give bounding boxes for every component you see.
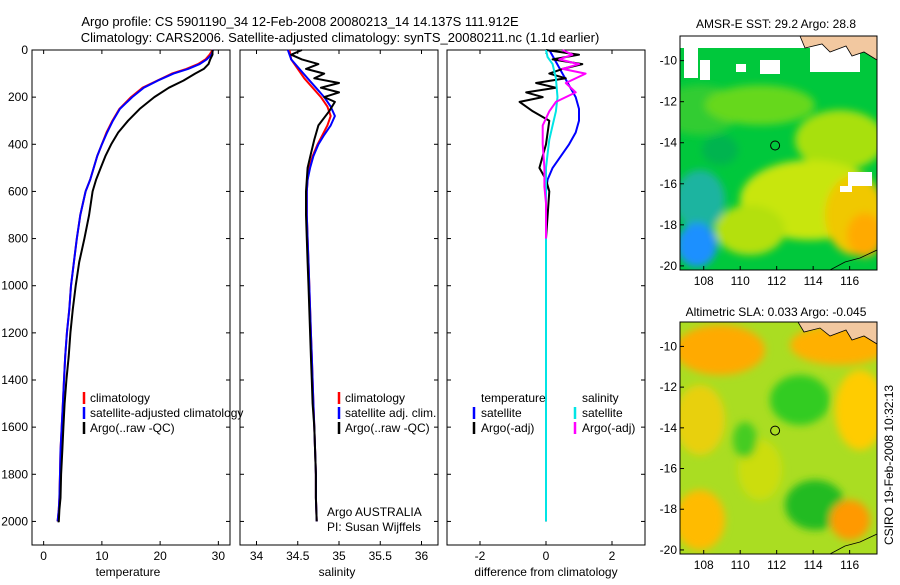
series-line-satellite-0 <box>545 49 580 522</box>
legend-label-argo: Argo(..raw -QC) <box>90 421 175 435</box>
difference-xlabel: difference from climatology <box>474 565 617 579</box>
lon-tick-label-116: 116 <box>840 558 859 572</box>
y-tick-label-200: 200 <box>8 90 28 104</box>
series-line-satellite-adj-clim-1 <box>286 49 336 522</box>
y-tick-label-400: 400 <box>8 137 28 151</box>
legend-label-temp-argo: Argo(-adj) <box>481 421 534 435</box>
x-tick-label-20: 20 <box>153 549 167 563</box>
y-tick-label-1800: 1800 <box>1 467 28 481</box>
legend-label-argo: Argo(..raw -QC) <box>345 421 430 435</box>
lat-tick-label-12: -12 <box>660 380 678 394</box>
lat-tick-label-14: -14 <box>660 136 678 150</box>
lon-tick-label-108: 108 <box>694 274 714 288</box>
series-line-satellite-adjusted-climatology-1 <box>56 49 215 522</box>
y-tick-label-1600: 1600 <box>1 420 28 434</box>
sla-field <box>680 325 877 550</box>
temperature-plot-frame <box>31 49 231 546</box>
series-line-argo-raw-qc-2 <box>57 50 214 523</box>
lon-tick-label-116: 116 <box>840 274 859 288</box>
x-tick-label-30: 30 <box>212 549 226 563</box>
lat-tick-label-20: -20 <box>660 543 678 557</box>
series-line-argo-adj-1 <box>518 49 584 522</box>
sla-coastline <box>797 322 877 345</box>
x-tick-label-36: 36 <box>415 549 429 563</box>
sst-field <box>680 85 877 267</box>
y-tick-label-0: 0 <box>21 43 28 57</box>
y-tick-label-1000: 1000 <box>1 279 28 293</box>
series-line-argo-adj-3 <box>541 49 587 239</box>
sla-coastline-south <box>829 533 877 554</box>
legend-heading-salinity: salinity <box>582 391 619 405</box>
lat-tick-label-18: -18 <box>660 218 678 232</box>
lat-tick-label-18: -18 <box>660 502 678 516</box>
legend-label-climatology: climatology <box>90 391 150 405</box>
salinity-legend: climatology satellite adj. clim. Argo(..… <box>337 391 436 435</box>
y-tick-label-2000: 2000 <box>1 514 28 528</box>
x-tick-label-34-5: 34.5 <box>286 549 310 563</box>
lat-tick-label-10: -10 <box>660 54 678 68</box>
lon-tick-label-108: 108 <box>694 558 714 572</box>
salinity-panel: 34 34.5 35 35.5 36 salinity climatology sate… <box>239 49 439 579</box>
lon-tick-label-114: 114 <box>804 274 823 288</box>
difference-panel: -2 0 2 difference from climatology tempera… <box>446 49 646 579</box>
figure-title-line1: Argo profile: CS 5901190_34 12-Feb-2008 … <box>81 14 519 29</box>
lat-tick-label-16: -16 <box>660 177 678 191</box>
lon-tick-label-112: 112 <box>767 274 786 288</box>
sst-map-frame <box>679 35 878 271</box>
temperature-panel: 0 10 20 30 0 200 400 600 800 1000 1200 1400 1600 1800… <box>1 43 243 579</box>
lat-tick-label-14: -14 <box>660 421 678 435</box>
y-tick-label-800: 800 <box>8 232 28 246</box>
x-tick-label-35: 35 <box>332 549 346 563</box>
x-tick-label-34: 34 <box>250 549 264 563</box>
legend-label-satellite-adj: satellite adj. clim. <box>345 406 436 420</box>
legend-label-temp-satellite: satellite <box>481 406 522 420</box>
sla-map-title: Altimetric SLA: 0.033 Argo: -0.045 <box>686 305 867 319</box>
legend-label-climatology: climatology <box>345 391 405 405</box>
salinity-xlabel: salinity <box>319 565 356 579</box>
x-tick-label-2: -2 <box>475 549 486 563</box>
sla-map: Altimetric SLA: 0.033 Argo: -0.045 108 11… <box>660 305 878 572</box>
sst-coastline-south <box>829 249 877 270</box>
annotation-pi: PI: Susan Wijffels <box>327 520 421 534</box>
legend-label-sal-argo: Argo(-adj) <box>582 421 635 435</box>
salinity-plot-frame <box>239 49 439 546</box>
figure-title-line2: Climatology: CARS2006. Satellite-adjuste… <box>81 30 600 45</box>
temperature-xlabel: temperature <box>96 565 161 579</box>
y-tick-label-600: 600 <box>8 184 28 198</box>
x-tick-label-35-5: 35.5 <box>369 549 393 563</box>
sst-argo-location-marker <box>770 140 781 151</box>
series-line-argo-raw-qc-2 <box>290 49 340 522</box>
sla-map-frame <box>679 321 878 555</box>
legend-label-sal-satellite: satellite <box>582 406 623 420</box>
annotation-argo-australia: Argo AUSTRALIA <box>327 505 422 519</box>
difference-legend: temperature satellite Argo(-adj) salinit… <box>472 391 635 435</box>
lat-tick-label-10: -10 <box>660 339 678 353</box>
x-tick-label-0: 0 <box>543 549 550 563</box>
x-tick-label-10: 10 <box>95 549 109 563</box>
sst-coastline <box>799 36 877 61</box>
legend-heading-temperature: temperature <box>481 391 546 405</box>
y-tick-label-1400: 1400 <box>1 373 28 387</box>
csiro-timestamp: CSIRO 19-Feb-2008 10:32:13 <box>882 385 896 545</box>
series-line-climatology-0 <box>56 49 214 522</box>
lon-tick-label-112: 112 <box>767 558 786 572</box>
y-tick-label-1200: 1200 <box>1 326 28 340</box>
x-tick-label-2: 2 <box>609 549 616 563</box>
legend-label-satellite-adjusted: satellite-adjusted climatology <box>90 406 243 420</box>
sst-map: AMSR-E SST: 29.2 Argo: 28.8 <box>660 17 878 288</box>
lon-tick-label-110: 110 <box>731 558 750 572</box>
lon-tick-label-114: 114 <box>804 558 823 572</box>
x-tick-label-0: 0 <box>40 549 47 563</box>
lat-tick-label-20: -20 <box>660 259 678 273</box>
lat-tick-label-12: -12 <box>660 95 678 109</box>
lat-tick-label-16: -16 <box>660 462 678 476</box>
temperature-legend: climatology satellite-adjusted climatolo… <box>82 391 243 435</box>
sst-map-title: AMSR-E SST: 29.2 Argo: 28.8 <box>696 17 856 31</box>
sla-argo-location-marker <box>770 425 781 436</box>
lon-tick-label-110: 110 <box>731 274 750 288</box>
